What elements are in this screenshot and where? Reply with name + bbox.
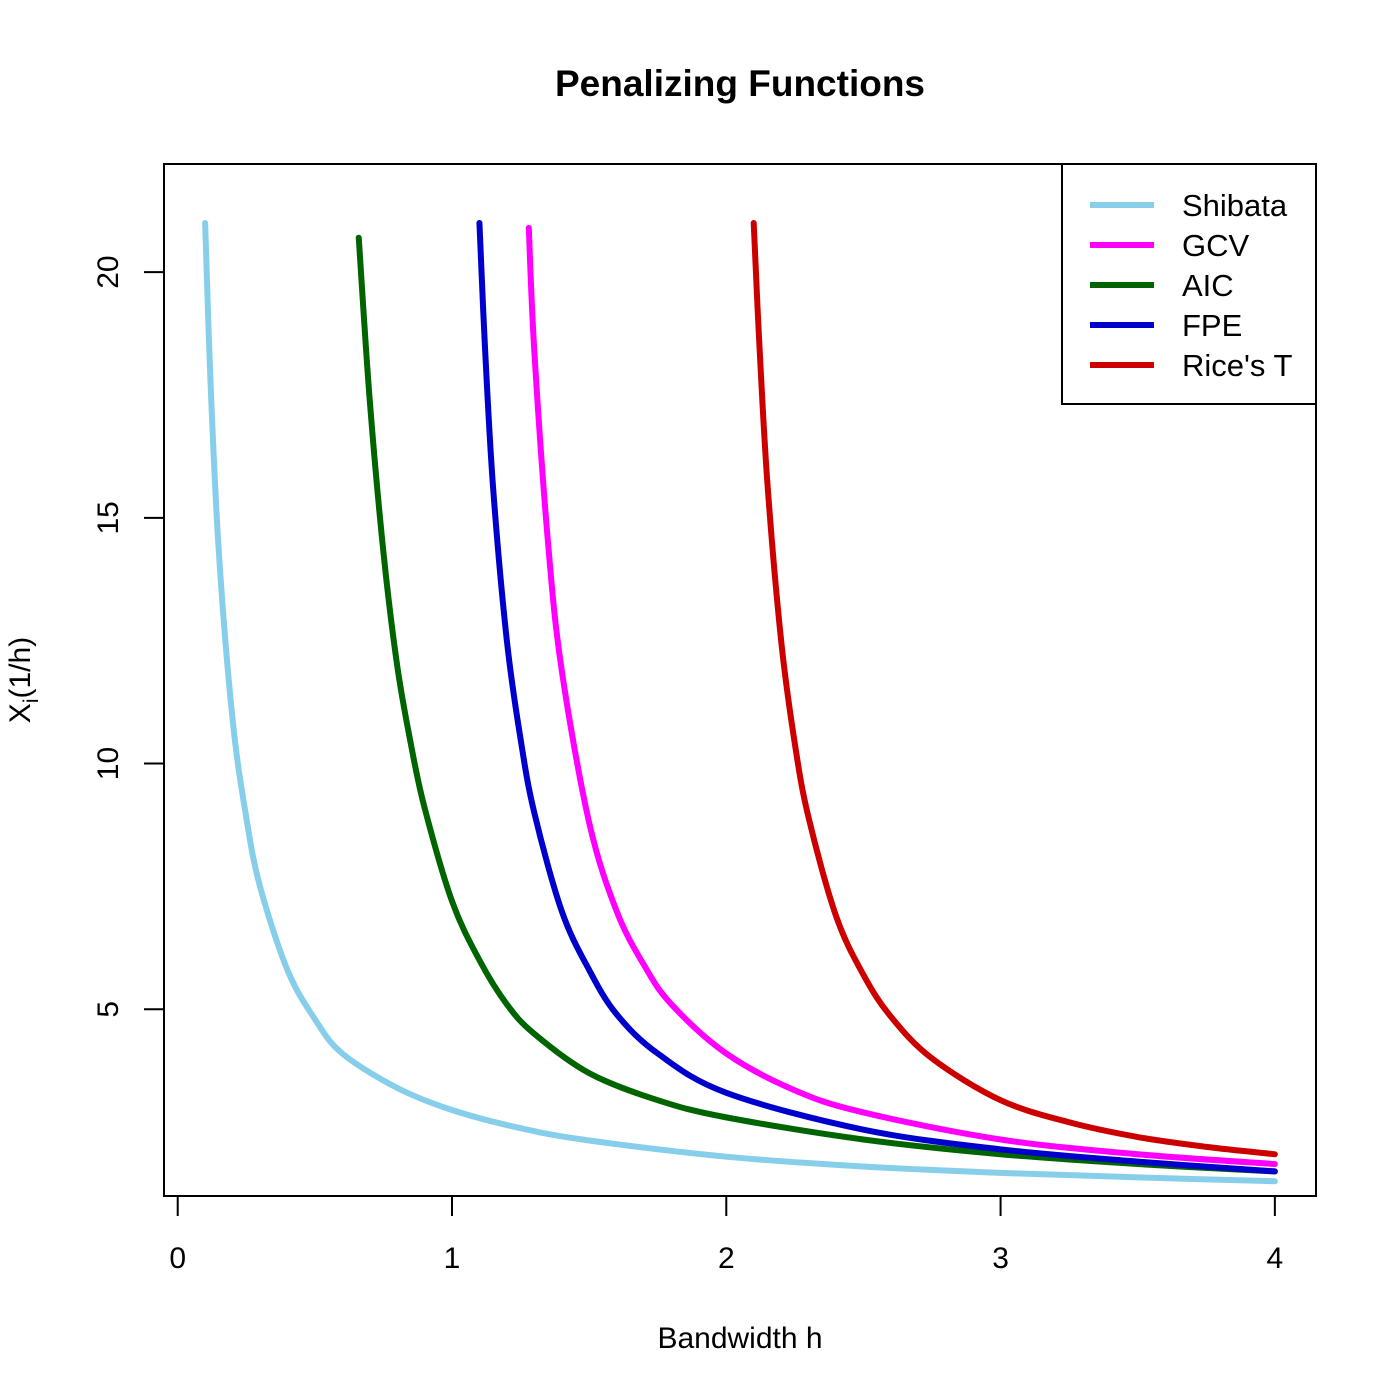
x-tick-label: 0 <box>169 1242 186 1275</box>
series-line-fpe <box>476 219 1278 1175</box>
x-tick-label: 2 <box>718 1242 735 1275</box>
y-axis-label-rest: (1/h) <box>4 637 37 699</box>
series-line-shibata <box>202 219 1278 1185</box>
x-tick-label: 3 <box>992 1242 1009 1275</box>
y-tick-label: 20 <box>92 255 125 288</box>
y-axis: 5 10 15 20 <box>92 255 165 1018</box>
y-axis-label: Xi(1/h) <box>4 637 43 723</box>
y-tick-label: 10 <box>92 747 125 780</box>
legend-label-aic: AIC <box>1182 268 1234 303</box>
legend-label-shibata: Shibata <box>1182 188 1288 223</box>
y-tick-label: 15 <box>92 501 125 534</box>
legend-label-rice-s-t: Rice's T <box>1182 348 1292 383</box>
y-tick-label: 5 <box>92 1001 125 1018</box>
x-axis: 0 1 2 3 4 <box>169 1195 1284 1275</box>
series-line-aic <box>355 234 1278 1175</box>
x-axis-label: Bandwidth h <box>657 1322 822 1355</box>
x-tick-label: 4 <box>1267 1242 1284 1275</box>
y-axis-label-main: X <box>4 703 37 723</box>
chart-title: Penalizing Functions <box>555 63 925 104</box>
series-layer <box>202 219 1278 1185</box>
legend: Shibata GCV AIC FPE Rice's T <box>1061 163 1317 405</box>
legend-label-gcv: GCV <box>1182 228 1250 263</box>
series-line-gcv <box>525 224 1278 1168</box>
y-axis-label-subscript: i <box>20 699 43 704</box>
x-tick-label: 1 <box>444 1242 461 1275</box>
series-line-rice-s-t <box>750 219 1278 1158</box>
legend-label-fpe: FPE <box>1182 308 1242 343</box>
